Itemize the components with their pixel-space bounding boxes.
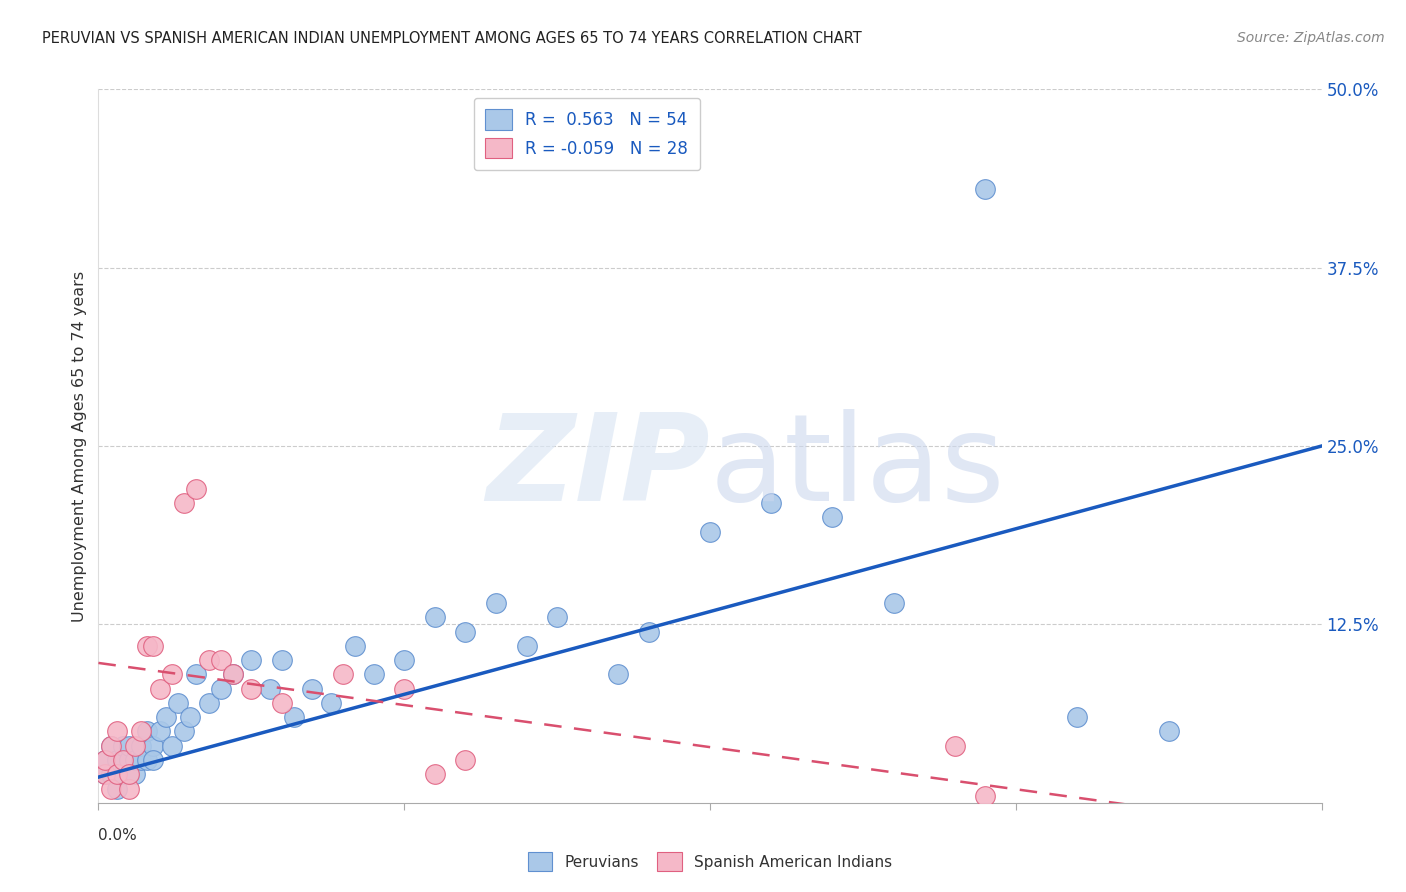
Point [283,710,305,724]
Point [423,767,446,781]
Point [186,482,208,496]
Point [142,639,165,653]
Point [100,767,122,781]
Point [100,739,122,753]
Point [124,739,146,753]
Point [111,739,134,753]
Point [129,739,152,753]
Point [129,753,152,767]
Point [118,739,141,753]
Point [105,753,128,767]
Point [105,724,128,739]
Point [118,767,141,781]
Point [821,510,844,524]
Point [344,639,367,653]
Point [516,639,538,653]
Point [392,653,416,667]
Y-axis label: Unemployment Among Ages 65 to 74 years: Unemployment Among Ages 65 to 74 years [72,270,87,622]
Point [142,753,165,767]
Point [319,696,342,710]
Point [186,667,208,681]
Point [111,753,134,767]
Point [160,739,183,753]
Point [118,753,141,767]
Point [105,767,128,781]
Text: Source: ZipAtlas.com: Source: ZipAtlas.com [1237,31,1385,45]
Point [173,724,195,739]
Point [209,681,232,696]
Point [111,767,134,781]
Point [124,767,146,781]
Point [93,767,115,781]
Text: 0.0%: 0.0% [98,828,138,843]
Point [93,753,115,767]
Point [197,653,219,667]
Point [118,767,141,781]
Point [129,724,152,739]
Point [392,681,416,696]
Point [160,667,183,681]
Point [607,667,630,681]
Point [197,696,219,710]
Point [124,753,146,767]
Text: ZIP: ZIP [486,409,710,526]
Point [332,667,354,681]
Point [270,653,292,667]
Point [883,596,905,610]
Point [155,710,177,724]
Point [637,624,661,639]
Point [100,781,122,796]
Point [485,596,508,610]
Point [100,739,122,753]
Point [136,724,159,739]
Point [270,696,292,710]
Point [240,653,263,667]
Point [259,681,281,696]
Point [167,696,190,710]
Point [363,667,385,681]
Point [974,182,997,196]
Point [699,524,721,539]
Point [454,624,477,639]
Point [105,767,128,781]
Point [136,753,159,767]
Point [136,639,159,653]
Point [301,681,323,696]
Point [173,496,195,510]
Point [118,781,141,796]
Point [142,739,165,753]
Point [240,681,263,696]
Point [1157,724,1180,739]
Point [105,781,128,796]
Point [1066,710,1088,724]
Point [149,681,172,696]
Point [93,767,115,781]
Legend: Peruvians, Spanish American Indians: Peruvians, Spanish American Indians [522,847,898,877]
Point [943,739,966,753]
Point [149,724,172,739]
Point [759,496,782,510]
Point [209,653,232,667]
Text: PERUVIAN VS SPANISH AMERICAN INDIAN UNEMPLOYMENT AMONG AGES 65 TO 74 YEARS CORRE: PERUVIAN VS SPANISH AMERICAN INDIAN UNEM… [42,31,862,46]
Text: atlas: atlas [710,409,1005,526]
Point [974,789,997,803]
Point [222,667,245,681]
Point [546,610,568,624]
Point [454,753,477,767]
Point [423,610,446,624]
Point [93,753,115,767]
Point [179,710,201,724]
Point [222,667,245,681]
Point [111,753,134,767]
